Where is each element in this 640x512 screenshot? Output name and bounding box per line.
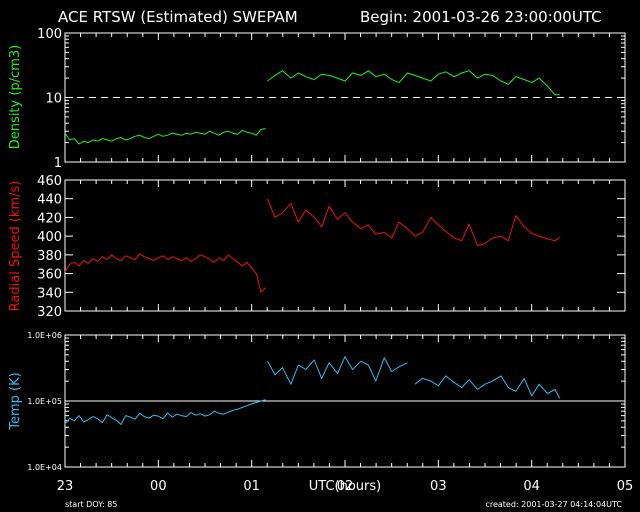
- plot-title: ACE RTSW (Estimated) SWEPAM: [58, 8, 298, 26]
- temp-series-line: [414, 375, 561, 399]
- density-ytick-label: 1: [54, 156, 62, 171]
- density-panel: Density (p/cm3) 1 10 100: [8, 27, 626, 171]
- x-tick-label: 04: [523, 479, 540, 494]
- x-tick-label: 02: [337, 479, 354, 494]
- x-tick-label: 00: [150, 479, 167, 494]
- x-tick-label: 03: [430, 479, 447, 494]
- temp-ytick-label: 1.0E+04: [27, 463, 62, 472]
- speed-series-line: [267, 198, 561, 246]
- temp-ytick-label: 1.0E+05: [27, 397, 62, 406]
- density-ylabel: Density (p/cm3): [8, 45, 23, 149]
- x-tick-label: 01: [243, 479, 260, 494]
- start-doy: start DOY: 85: [65, 500, 117, 509]
- speed-panel: Radial Speed (km/s) 320 340 360 380 400 420 44…: [8, 174, 626, 320]
- speed-axes-box: [64, 179, 626, 312]
- density-series-line: [267, 70, 560, 96]
- begin-time: Begin: 2001-03-26 23:00:00UTC: [360, 8, 602, 26]
- speed-ytick-label: 360: [37, 268, 62, 283]
- speed-series-line: [64, 253, 267, 293]
- x-tick-labels: 23 00 01 02 03 04 05: [57, 479, 634, 494]
- speed-ytick-label: 420: [37, 211, 62, 226]
- temp-panel: Temp (K) 1.0E+04 1.0E+05 1.0E+06: [8, 331, 626, 472]
- density-series-line: [64, 128, 266, 145]
- speed-ylabel: Radial Speed (km/s): [8, 181, 23, 312]
- density-ytick-label: 10: [45, 92, 62, 107]
- speed-ytick-label: 440: [37, 193, 62, 208]
- temp-series-line: [64, 399, 266, 425]
- x-tick-label: 23: [57, 479, 74, 494]
- speed-ytick-label: 340: [37, 286, 62, 301]
- speed-ytick-label: 400: [37, 230, 62, 245]
- x-axis-label: UTC(hours): [309, 479, 381, 494]
- x-tick-label: 05: [617, 479, 634, 494]
- temp-ytick-label: 1.0E+06: [27, 331, 62, 340]
- speed-ytick-label: 460: [37, 174, 62, 189]
- created-time: created: 2001-03-27 04:14:04UTC: [485, 500, 622, 509]
- density-ytick-label: 100: [37, 27, 62, 42]
- temp-series-line: [267, 356, 408, 385]
- speed-ytick-label: 320: [37, 305, 62, 320]
- speed-ytick-label: 380: [37, 249, 62, 264]
- temp-ylabel: Temp (K): [8, 372, 23, 430]
